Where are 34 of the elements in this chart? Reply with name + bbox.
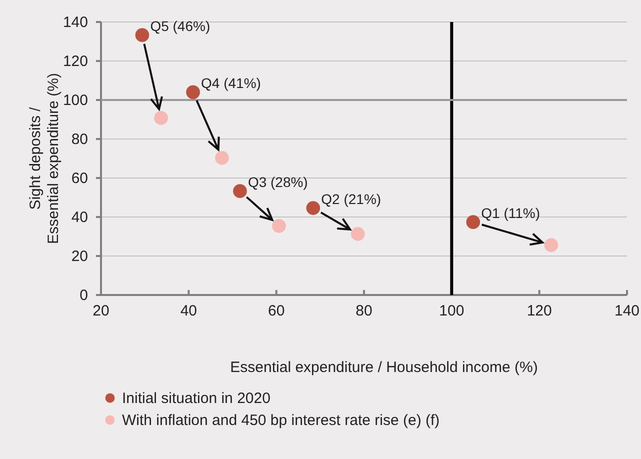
y-tick-label: 80 (71, 130, 88, 148)
point (466, 215, 480, 229)
x-tick-label: 80 (356, 302, 372, 320)
annotation: Q3 (28%) (248, 174, 308, 190)
y-tick-label: 60 (71, 170, 88, 187)
x-tick-label: 20 (92, 302, 110, 320)
y-tick-label: 100 (62, 92, 88, 109)
point (233, 184, 247, 198)
point (215, 151, 229, 165)
x-tick-label: 120 (526, 302, 552, 320)
point (544, 238, 558, 252)
x-tick-label: 60 (268, 302, 285, 320)
y-tick-label: 120 (62, 52, 88, 70)
point (154, 111, 168, 125)
legend-label: With inflation and 450 bp interest rate rise (e) (f) (122, 412, 440, 429)
y-tick-label: 0 (80, 286, 88, 304)
x-tick-label: 140 (614, 302, 640, 320)
x-tick-label: 100 (439, 302, 464, 320)
y-tick-label: 140 (62, 14, 88, 31)
point (135, 28, 150, 42)
point (350, 227, 365, 241)
annotation: Q5 (46%) (150, 18, 210, 34)
y-tick-label: 40 (71, 208, 88, 226)
y-axis-title: Sight deposits / Essential expenditure (%) (27, 73, 62, 244)
point (306, 201, 320, 215)
point (272, 219, 286, 233)
y-tick-label: 20 (71, 248, 88, 265)
annotation: Q2 (21%) (321, 191, 382, 208)
x-tick-label: 40 (180, 302, 198, 320)
point (186, 85, 200, 100)
annotation: Q4 (41%) (201, 75, 261, 92)
x-axis-title: Essential expenditure / Household income (%) (230, 359, 538, 376)
annotation: Q1 (11%) (481, 205, 540, 222)
legend-label: Initial situation in 2020 (122, 390, 270, 407)
